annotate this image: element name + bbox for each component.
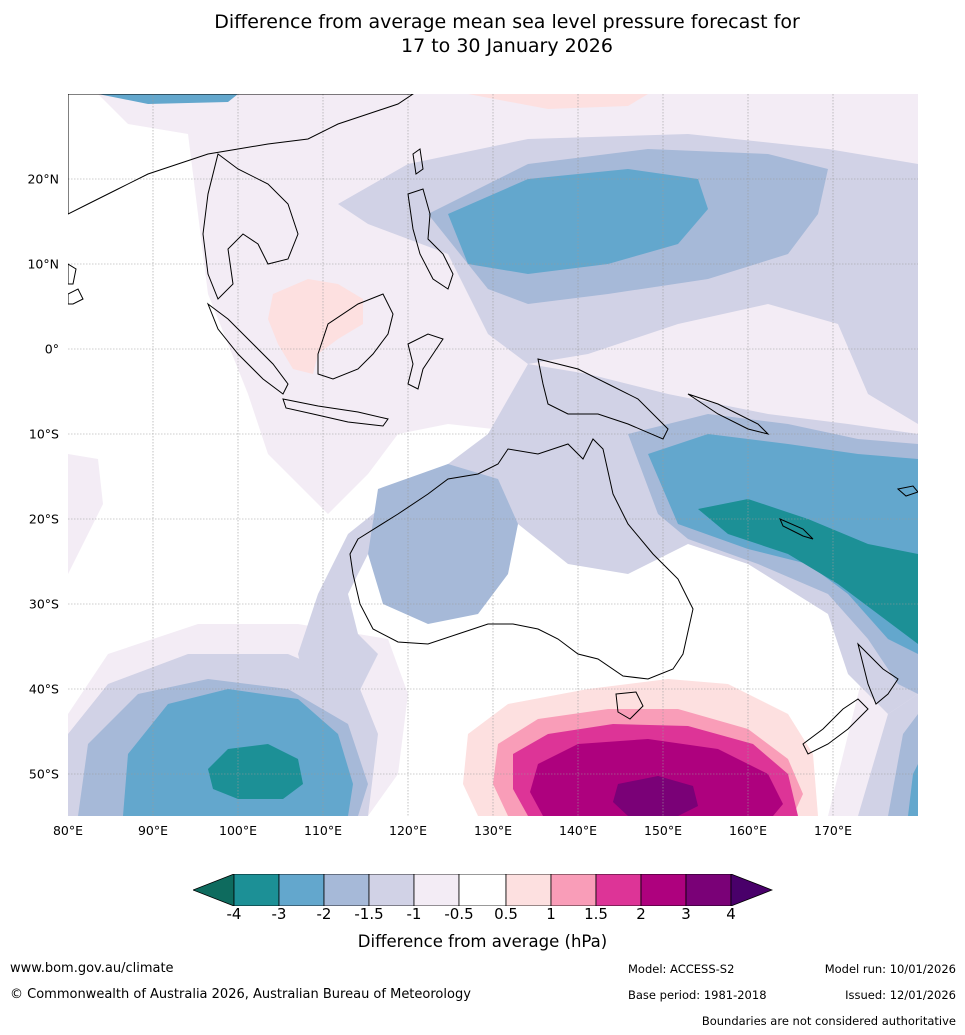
taiwan-coast [412, 148, 424, 175]
colorbar-swatch-7 [505, 874, 552, 906]
contour-pos05-borneo [268, 279, 363, 374]
lon-label-140e: 140°E [558, 823, 598, 838]
colorbar-tick: -0.5 [444, 905, 474, 923]
lat-label-20n: 20°N [27, 171, 59, 187]
lat-label-10s: 10°S [28, 426, 59, 442]
contour-neg3-pacific [698, 499, 918, 644]
australia-coast [349, 438, 694, 680]
colorbar-max-arrow [730, 874, 773, 906]
colorbar-tick: -1 [406, 905, 422, 923]
lon-label-90e: 90°E [137, 823, 169, 838]
contour-neg3-south [208, 744, 303, 799]
lat-label-40s: 40°S [28, 681, 59, 697]
colorbar-tick: 3 [681, 905, 691, 923]
indochina-coast [202, 153, 299, 300]
colorbar-min-arrow [193, 874, 235, 906]
colorbar-tick: -4 [226, 905, 242, 923]
website-link[interactable]: www.bom.gov.au/climate [10, 961, 174, 976]
lon-label-120e: 120°E [388, 823, 428, 838]
colorbar-tick: -2 [316, 905, 332, 923]
philippines-coast [407, 188, 454, 290]
lat-label-20s: 20°S [28, 511, 59, 527]
colorbar-swatch-10 [640, 874, 687, 906]
sulawesi-coast [407, 333, 444, 390]
contour-neg2-north [98, 94, 238, 104]
copyright: © Commonwealth of Australia 2026, Austra… [10, 987, 471, 1002]
colorbar-swatch-4 [368, 874, 415, 906]
map-canvas [68, 94, 918, 816]
colorbar [193, 874, 773, 906]
colorbar-swatch-11 [685, 874, 732, 906]
base-period: Base period: 1981-2018 [628, 988, 767, 1002]
sumatra-coast [206, 302, 289, 395]
borneo-coast [317, 293, 394, 380]
contour-neg15-se [888, 714, 918, 816]
contour-neg05-west [68, 454, 103, 574]
contour-neg2-se [908, 764, 918, 816]
colorbar-tick: 1.5 [584, 905, 608, 923]
nz-north-coast [857, 642, 899, 705]
anomaly-contours [68, 94, 918, 816]
java-coast [282, 398, 389, 427]
colorbar-swatch-8 [550, 874, 597, 906]
graticule [68, 94, 918, 816]
colorbar-tick: -1.5 [354, 905, 384, 923]
title-line-2: 17 to 30 January 2026 [401, 35, 613, 57]
india-coast [68, 288, 84, 305]
new-guinea-coast [537, 358, 669, 440]
boundary-disclaimer: Boundaries are not considered authoritat… [701, 1014, 956, 1028]
colorbar-tick: 4 [726, 905, 736, 923]
colorbar-swatch-2 [278, 874, 325, 906]
lon-label-100e: 100°E [218, 823, 258, 838]
colorbar-swatch-5 [413, 874, 460, 906]
lat-label-50s: 50°S [28, 766, 59, 782]
lon-label-170e: 170°E [813, 823, 853, 838]
colorbar-tick: 0.5 [494, 905, 518, 923]
colorbar-swatch-6 [458, 874, 507, 906]
issued-date: Issued: 12/01/2026 [845, 988, 956, 1002]
colorbar-tick: 1 [546, 905, 556, 923]
map-title: Difference from average mean sea level p… [0, 10, 965, 58]
lon-label-80e: 80°E [52, 823, 84, 838]
coastlines [68, 94, 918, 755]
contour-pos05-north [468, 94, 648, 109]
tasmania-coast [615, 691, 644, 720]
lat-label-30s: 30°S [28, 596, 59, 612]
title-line-1: Difference from average mean sea level p… [214, 11, 800, 33]
nz-south-coast [802, 698, 869, 755]
colorbar-swatch-1 [233, 874, 280, 906]
model-info: Model: ACCESS-S2 [628, 962, 735, 976]
model-run: Model run: 10/01/2026 [824, 962, 956, 976]
lon-label-130e: 130°E [473, 823, 513, 838]
colorbar-swatch-3 [323, 874, 370, 906]
lon-label-160e: 160°E [728, 823, 768, 838]
colorbar-tick: -3 [271, 905, 287, 923]
colorbar-tick: 2 [636, 905, 646, 923]
lon-label-110e: 110°E [303, 823, 343, 838]
lat-label-10n: 10°N [27, 256, 59, 272]
contour-neg15-aus [368, 464, 518, 624]
sri-lanka-coast [68, 263, 77, 285]
colorbar-title: Difference from average (hPa) [357, 932, 608, 951]
contour-pos3-south [613, 776, 698, 816]
fiji-coast [896, 485, 918, 497]
colorbar-swatch-9 [595, 874, 642, 906]
lat-label-0: 0° [44, 341, 59, 357]
asia-coast [68, 94, 414, 215]
solomon-coast [687, 393, 770, 435]
lon-label-150e: 150°E [643, 823, 683, 838]
pressure-anomaly-map [68, 94, 918, 816]
new-caledonia-coast [779, 518, 814, 540]
